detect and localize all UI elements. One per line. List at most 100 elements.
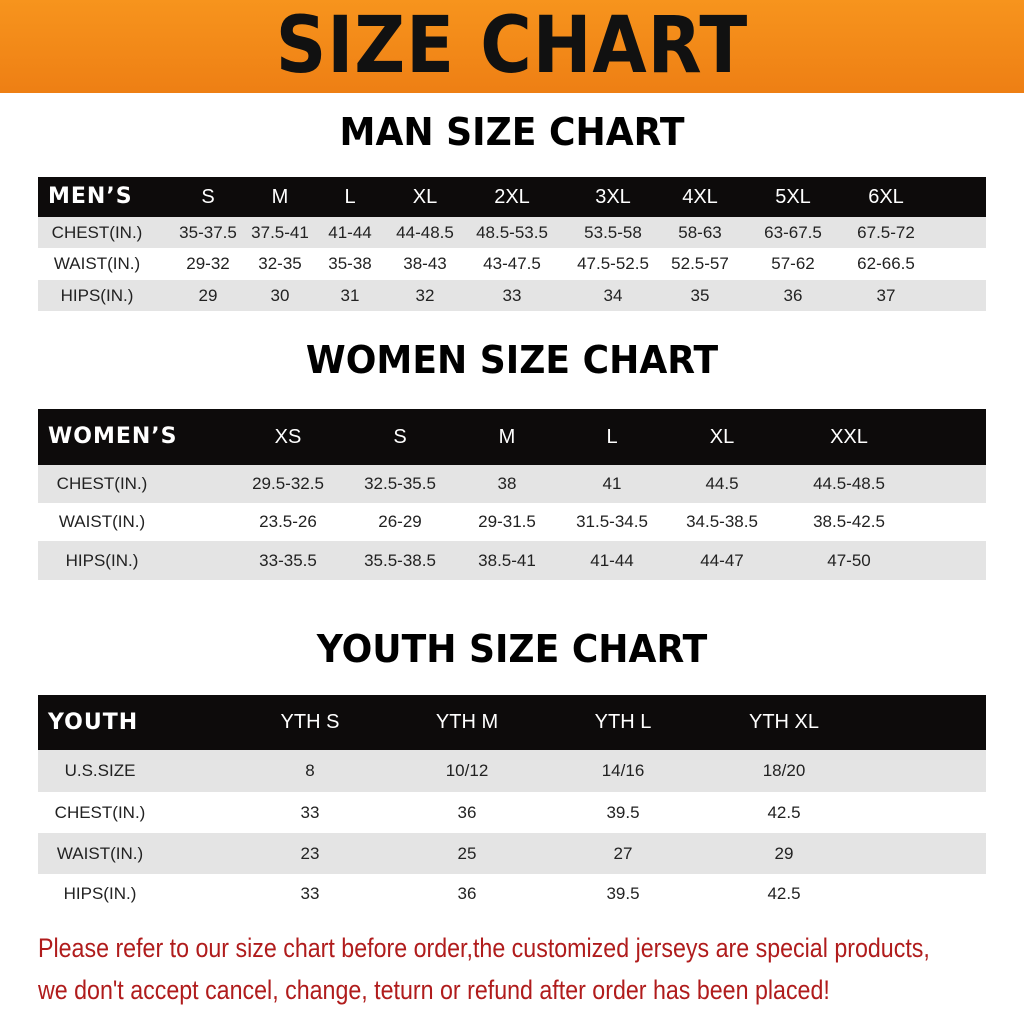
measurement-cell: 31 <box>340 286 360 305</box>
measurement-cell: 44.5 <box>705 474 739 493</box>
size-header: YTH L <box>594 711 652 733</box>
measurement-cell: 34.5-38.5 <box>686 512 758 531</box>
size-header: XL <box>709 426 735 448</box>
table-row: CHEST(IN.) 33 36 39.5 42.5 <box>38 792 986 833</box>
measurement-cell: 32 <box>415 286 435 305</box>
measurement-cell: 29.5-32.5 <box>252 474 324 493</box>
row-label: WAIST(IN.) <box>56 844 144 863</box>
measurement-cell: 53.5-58 <box>584 223 642 242</box>
measurement-cell: 39.5 <box>606 803 640 822</box>
measurement-cell: 32-35 <box>258 254 302 273</box>
size-header: XS <box>274 426 302 448</box>
measurement-cell: 35 <box>690 286 710 305</box>
size-header: YTH XL <box>748 711 820 733</box>
measurement-cell: 42.5 <box>767 884 801 903</box>
measurement-cell: 39.5 <box>606 884 640 903</box>
table-row: HIPS(IN.) 29 30 31 32 33 34 35 36 37 <box>38 280 986 311</box>
measurement-cell: 27 <box>613 844 633 863</box>
size-header: XL <box>412 186 438 208</box>
measurement-cell: 41-44 <box>328 223 372 242</box>
measurement-cell: 33 <box>300 884 320 903</box>
measurement-cell: 44.5-48.5 <box>813 474 885 493</box>
size-header: M <box>498 426 516 448</box>
row-label: HIPS(IN.) <box>60 286 134 305</box>
measurement-cell: 30 <box>270 286 290 305</box>
measurement-cell: 57-62 <box>771 254 815 273</box>
measurement-cell: 32.5-35.5 <box>364 474 436 493</box>
measurement-cell: 35-37.5 <box>179 223 237 242</box>
table-row: CHEST(IN.) 35-37.5 37.5-41 41-44 44-48.5 48.5… <box>38 217 986 248</box>
measurement-cell: 26-29 <box>378 512 422 531</box>
size-header: XXL <box>830 426 868 448</box>
measurement-cell: 35-38 <box>328 254 372 273</box>
measurement-cell: 14/16 <box>601 761 645 780</box>
measurement-cell: 37 <box>876 286 896 305</box>
size-header: 6XL <box>868 186 904 208</box>
table-row: WAIST(IN.) 23 25 27 29 <box>38 833 986 874</box>
youth-section-title: YOUTH SIZE CHART <box>316 627 708 671</box>
table-title: MEN’S <box>48 184 133 209</box>
measurement-cell: 47-50 <box>827 551 871 570</box>
measurement-cell: 38-43 <box>403 254 447 273</box>
measurement-cell: 38.5-42.5 <box>813 512 885 531</box>
measurement-cell: 25 <box>457 844 477 863</box>
header-row: YOUTH YTH S YTH M YTH L YTH XL <box>38 695 986 750</box>
table-row: WAIST(IN.) 23.5-26 26-29 29-31.5 31.5-34.5 34… <box>38 503 986 541</box>
men-section-title: MAN SIZE CHART <box>339 110 685 154</box>
measurement-cell: 58-63 <box>678 223 722 242</box>
measurement-cell: 37.5-41 <box>251 223 309 242</box>
table-title: YOUTH <box>48 710 139 735</box>
measurement-cell: 33 <box>300 803 320 822</box>
size-header: 4XL <box>682 186 718 208</box>
measurement-cell: 47.5-52.5 <box>577 254 649 273</box>
measurement-cell: 31.5-34.5 <box>576 512 648 531</box>
table-row: HIPS(IN.) 33 36 39.5 42.5 <box>38 874 986 914</box>
measurement-cell: 34 <box>603 286 623 305</box>
row-label: CHEST(IN.) <box>51 223 143 242</box>
measurement-cell: 44-48.5 <box>396 223 454 242</box>
size-header: L <box>606 426 618 448</box>
size-header: 5XL <box>775 186 811 208</box>
measurement-cell: 8 <box>305 761 315 780</box>
measurement-cell: 35.5-38.5 <box>364 551 436 570</box>
measurement-cell: 36 <box>783 286 803 305</box>
measurement-cell: 29 <box>774 844 794 863</box>
size-header: 3XL <box>595 186 631 208</box>
size-header: YTH M <box>435 711 499 733</box>
row-label: HIPS(IN.) <box>65 551 139 570</box>
measurement-cell: 10/12 <box>445 761 489 780</box>
measurement-cell: 23.5-26 <box>259 512 317 531</box>
measurement-cell: 29 <box>198 286 218 305</box>
measurement-cell: 41-44 <box>590 551 634 570</box>
table-title: WOMEN’S <box>48 424 178 449</box>
row-label: WAIST(IN.) <box>53 254 141 273</box>
measurement-cell: 63-67.5 <box>764 223 822 242</box>
measurement-cell: 41 <box>602 474 622 493</box>
measurement-cell: 29-31.5 <box>478 512 536 531</box>
measurement-cell: 67.5-72 <box>857 223 915 242</box>
table-row: HIPS(IN.) 33-35.5 35.5-38.5 38.5-41 41-44 44-… <box>38 541 986 580</box>
table-row: WAIST(IN.) 29-32 32-35 35-38 38-43 43-47.5 47.… <box>38 248 986 280</box>
size-header: S <box>393 426 407 448</box>
size-header: L <box>344 186 356 208</box>
measurement-cell: 29-32 <box>186 254 230 273</box>
row-label: CHEST(IN.) <box>54 803 146 822</box>
size-header: 2XL <box>494 186 530 208</box>
row-label: U.S.SIZE <box>64 761 136 780</box>
header-row: MEN’S S M L XL 2XL 3XL 4XL 5XL 6XL <box>38 177 986 217</box>
table-row: CHEST(IN.) 29.5-32.5 32.5-35.5 38 41 44.5 44.5… <box>38 465 986 503</box>
measurement-cell: 48.5-53.5 <box>476 223 548 242</box>
row-label: HIPS(IN.) <box>63 884 137 903</box>
banner-title: SIZE CHART <box>275 1 749 91</box>
size-header: YTH S <box>280 711 340 733</box>
size-header: S <box>201 186 215 208</box>
measurement-cell: 33-35.5 <box>259 551 317 570</box>
notice-line-2: we don't accept cancel, change, teturn o… <box>38 975 830 1005</box>
header-row: WOMEN’S XS S M L XL XXL <box>38 409 986 465</box>
measurement-cell: 44-47 <box>700 551 744 570</box>
measurement-cell: 38.5-41 <box>478 551 536 570</box>
women-section-title: WOMEN SIZE CHART <box>305 338 719 382</box>
size-header: M <box>271 186 289 208</box>
measurement-cell: 52.5-57 <box>671 254 729 273</box>
measurement-cell: 36 <box>457 803 477 822</box>
